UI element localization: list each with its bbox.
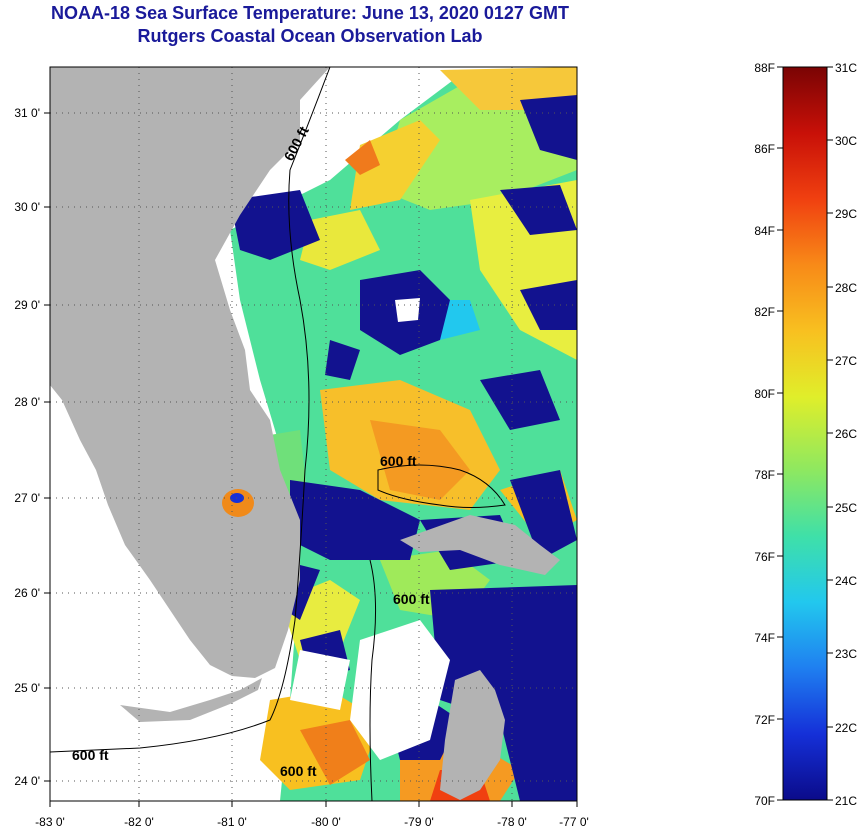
lon-tick-label: -81 0' [217, 815, 247, 829]
lon-tick-label: -79 0' [404, 815, 434, 829]
map-frame [49, 66, 578, 802]
contour-label: 600 ft [72, 747, 109, 763]
c-label: 31C [835, 61, 857, 75]
c-label: 28C [835, 281, 857, 295]
contour-label: 600 ft [393, 591, 430, 607]
lon-tick-label: -83 0' [35, 815, 65, 829]
c-label: 29C [835, 207, 857, 221]
c-label: 26C [835, 427, 857, 441]
map-title: NOAA-18 Sea Surface Temperature: June 13… [51, 3, 569, 23]
lat-tick-label: 31 0' [14, 106, 40, 120]
graticule [50, 67, 577, 801]
lon-tick-label: -80 0' [311, 815, 341, 829]
tick-marks [44, 112, 578, 807]
lon-tick-label: -77 0' [559, 815, 589, 829]
f-label: 82F [754, 305, 775, 319]
lat-tick-label: 28 0' [14, 395, 40, 409]
longitude-labels: -83 0' -82 0' -81 0' -80 0' -79 0' -78 0… [35, 815, 589, 829]
temperature-colorbar: 88F 86F 84F 82F 80F 78F 76F 74F 72F 70F … [754, 61, 857, 808]
c-label: 25C [835, 501, 857, 515]
colorbar-gradient [782, 66, 828, 801]
c-label: 22C [835, 721, 857, 735]
lat-tick-label: 26 0' [14, 586, 40, 600]
contour-label: 600 ft [380, 453, 417, 469]
f-label: 78F [754, 468, 775, 482]
map-subtitle: Rutgers Coastal Ocean Observation Lab [137, 26, 483, 46]
lon-tick-label: -82 0' [124, 815, 154, 829]
f-label: 86F [754, 142, 775, 156]
lat-tick-label: 25 0' [14, 681, 40, 695]
fahrenheit-labels: 88F 86F 84F 82F 80F 78F 76F 74F 72F 70F [754, 61, 775, 808]
f-label: 80F [754, 387, 775, 401]
lat-tick-label: 24 0' [14, 774, 40, 788]
f-label: 72F [754, 713, 775, 727]
c-label: 21C [835, 794, 857, 808]
f-label: 70F [754, 794, 775, 808]
c-label: 30C [835, 134, 857, 148]
lat-tick-label: 30 0' [14, 200, 40, 214]
f-label: 76F [754, 550, 775, 564]
lat-tick-label: 27 0' [14, 491, 40, 505]
c-label: 27C [835, 354, 857, 368]
cloud-mask [290, 298, 450, 760]
andros-land [440, 670, 505, 800]
celsius-labels: 31C 30C 29C 28C 27C 26C 25C 24C 23C 22C … [835, 61, 857, 808]
latitude-labels: 31 0' 30 0' 29 0' 28 0' 27 0' 26 0' 25 0… [14, 106, 40, 788]
bahamas-land [400, 515, 560, 575]
contour-label: 600 ft [280, 763, 317, 779]
lat-tick-label: 29 0' [14, 298, 40, 312]
c-label: 23C [835, 647, 857, 661]
map-panel: 600 ft 600 ft 600 ft 600 ft 600 ft [50, 67, 577, 801]
f-label: 84F [754, 224, 775, 238]
lon-tick-label: -78 0' [497, 815, 527, 829]
florida-keys [120, 678, 262, 722]
f-label: 88F [754, 61, 775, 75]
c-label: 24C [835, 574, 857, 588]
florida-land [50, 67, 330, 678]
lake-okeechobee [222, 489, 254, 517]
f-label: 74F [754, 631, 775, 645]
depth-contours [50, 67, 506, 801]
